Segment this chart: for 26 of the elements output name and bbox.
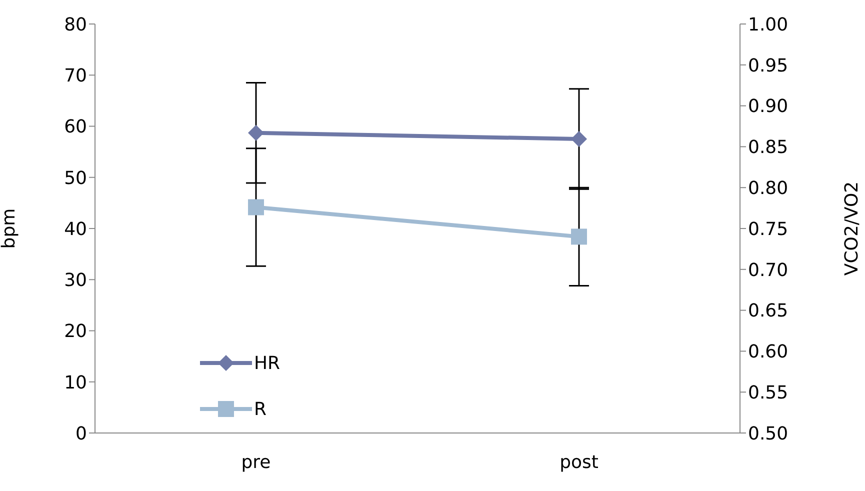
y2-tick-label: 0.50 xyxy=(748,423,788,444)
y-tick-label: 0 xyxy=(76,423,87,444)
y-tick-label: 30 xyxy=(64,270,87,292)
y2-tick-label: 0.80 xyxy=(748,178,788,199)
y2-tick-label: 0.60 xyxy=(748,342,788,363)
y-tick-label: 10 xyxy=(64,372,87,394)
y-tick-label: 50 xyxy=(64,168,87,189)
y2-tick-label: 0.90 xyxy=(748,96,788,118)
y-tick-label: 80 xyxy=(64,14,87,36)
y2-tick-label: 0.65 xyxy=(748,300,788,322)
y-tick-label: 40 xyxy=(64,218,87,240)
legend-label: HR xyxy=(254,352,280,374)
y-tick-label: 70 xyxy=(64,66,87,87)
y2-tick-label: 0.95 xyxy=(748,55,788,76)
y2-tick-label: 0.85 xyxy=(748,137,788,158)
x-tick-label: post xyxy=(560,452,598,473)
legend-label: R xyxy=(254,398,267,420)
y2-tick-label: 0.70 xyxy=(748,260,788,281)
y-axis-title: bpm xyxy=(0,208,20,249)
y2-tick-label: 1.00 xyxy=(748,14,788,36)
y2-axis-title: VCO2/VO2 xyxy=(841,181,862,276)
y2-tick-label: 0.75 xyxy=(748,218,788,240)
y-tick-label: 20 xyxy=(64,321,87,342)
y2-tick-label: 0.55 xyxy=(748,382,788,404)
y-tick-label: 60 xyxy=(64,116,87,138)
x-tick-label: pre xyxy=(241,452,271,473)
